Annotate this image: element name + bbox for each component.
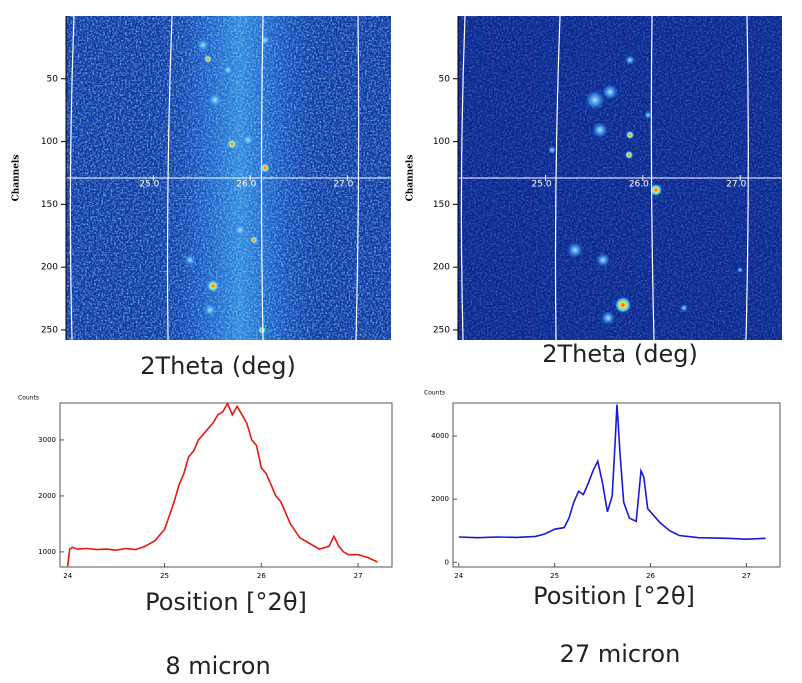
caption: 8 micron [165, 652, 270, 680]
x-tick-label: 26.0 [629, 180, 649, 190]
detector-image [66, 15, 391, 341]
y-tick-label: 2000 [431, 495, 449, 503]
x-tick-label: 26 [646, 572, 655, 580]
y-tick-label: 2000 [38, 492, 56, 500]
x-tick-label: 27 [742, 572, 751, 580]
y-tick-label: 1000 [38, 548, 56, 556]
x-axis-title: 2Theta (deg) [542, 340, 698, 368]
y-tick-label: 4000 [431, 432, 449, 440]
x-tick-label: 27.0 [726, 180, 746, 190]
x-tick-label: 26 [257, 572, 266, 580]
x-tick-label: 25.0 [139, 180, 159, 190]
plot-frame [59, 402, 393, 568]
caption: 27 micron [560, 640, 681, 668]
x-tick-label: 24 [63, 572, 72, 580]
x-axis-title: Position [°2θ] [145, 588, 307, 616]
y-axis-title: Counts [18, 395, 39, 402]
y-tick-label: 50 [47, 74, 59, 84]
x-tick-label: 25 [550, 572, 559, 580]
y-tick-label: 3000 [38, 436, 56, 444]
data-line [66, 401, 378, 566]
y-tick-label: 200 [41, 263, 58, 273]
x-tick-label: 24 [454, 572, 463, 580]
y-axis-title: Channels [12, 155, 22, 202]
x-tick-label: 25 [160, 572, 169, 580]
y-axis-title: Channels [406, 155, 416, 202]
y-tick-label: 150 [433, 200, 450, 210]
y-tick-label: 250 [433, 325, 450, 335]
y-tick-label: 0 [445, 558, 449, 566]
y-tick-label: 250 [41, 325, 58, 335]
data-line [458, 404, 766, 541]
y-tick-label: 150 [41, 200, 58, 210]
x-axis-title: 2Theta (deg) [140, 352, 296, 380]
x-tick-label: 26.0 [236, 180, 256, 190]
y-tick-label: 200 [433, 263, 450, 273]
y-axis-title: Counts [424, 390, 445, 397]
y-tick-label: 100 [41, 137, 58, 147]
x-tick-label: 25.0 [532, 180, 552, 190]
x-axis-title: Position [°2θ] [533, 582, 695, 610]
plot-frame [452, 402, 781, 568]
y-tick-label: 50 [439, 74, 451, 84]
detector-image [458, 15, 782, 341]
x-tick-label: 27 [354, 572, 363, 580]
y-tick-label: 100 [433, 137, 450, 147]
x-tick-label: 27.0 [333, 180, 353, 190]
